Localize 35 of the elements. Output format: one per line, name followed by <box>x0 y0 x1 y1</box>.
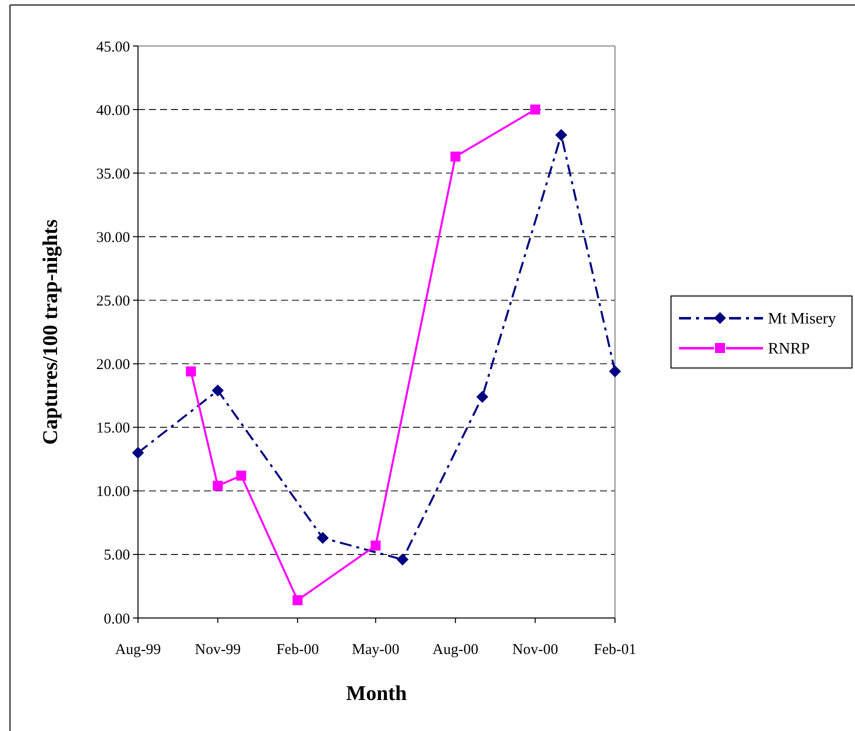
x-tick-label: Feb-00 <box>276 642 319 658</box>
point <box>609 365 621 378</box>
point <box>476 390 488 403</box>
point <box>370 540 381 551</box>
point <box>186 366 196 376</box>
x-tick-label: Feb-01 <box>594 642 636 658</box>
point <box>396 554 409 566</box>
y-tick-label: 35.00 <box>96 166 130 182</box>
y-tick-label: 25.00 <box>96 293 130 310</box>
y-axis-title: Captures/100 trap-nights <box>38 219 62 445</box>
point <box>236 470 246 481</box>
x-axis-title: Month <box>346 681 408 705</box>
x-tick-label: May-00 <box>352 642 400 658</box>
point <box>212 480 223 491</box>
legend-label: RNRP <box>768 340 810 358</box>
point <box>530 104 540 115</box>
point <box>292 595 303 606</box>
legend-label: Mt Misery <box>768 310 836 328</box>
y-tick-label: 0.00 <box>104 611 130 628</box>
y-tick-label: 30.00 <box>96 230 130 246</box>
y-tick-label: 45.00 <box>96 39 130 56</box>
y-tick-label: 5.00 <box>104 548 130 564</box>
x-tick-label: Aug-00 <box>432 642 478 658</box>
y-tick-label: 20.00 <box>96 357 130 374</box>
x-tick-label: Aug-99 <box>115 642 161 658</box>
point <box>450 152 460 162</box>
x-tick-label: Nov-99 <box>194 642 241 658</box>
y-tick-label: 10.00 <box>96 484 130 500</box>
point <box>132 446 144 459</box>
point <box>316 532 329 544</box>
point <box>212 384 224 396</box>
y-tick-label: 15.00 <box>96 420 130 437</box>
point <box>555 128 568 141</box>
y-tick-label: 40.00 <box>96 102 130 119</box>
x-tick-label: Nov-00 <box>512 642 558 658</box>
